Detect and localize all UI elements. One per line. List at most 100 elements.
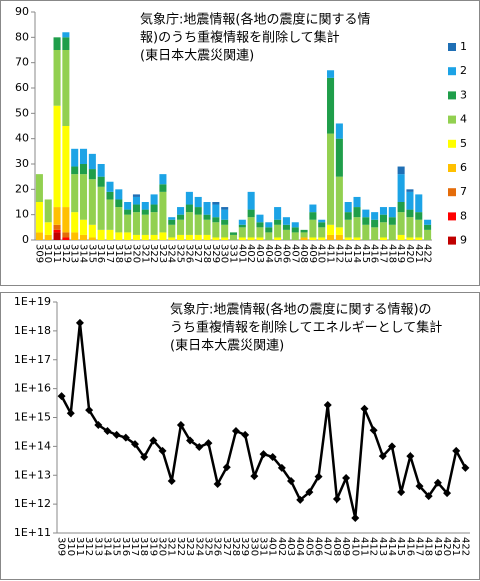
x-tick-label: 314: [101, 537, 112, 556]
bar-segment: [415, 219, 423, 238]
x-tick-label: 407: [322, 537, 333, 556]
bar-segment: [88, 179, 96, 225]
x-tick-label: 330: [248, 537, 259, 556]
x-tick-label: 313: [92, 537, 103, 556]
x-tick-label: 316: [120, 537, 131, 556]
legend-label: 2: [460, 64, 467, 77]
bar-segment: [203, 202, 211, 215]
marker: [131, 440, 140, 449]
bar-segment: [62, 32, 70, 38]
bar-segment: [371, 212, 379, 220]
bar-segment: [221, 209, 229, 220]
bar-segment: [406, 209, 414, 218]
bar-segment: [335, 138, 343, 177]
y-tick-label: 1E+11: [14, 526, 51, 539]
bar-segment: [132, 194, 140, 197]
bar-segment: [194, 207, 202, 215]
marker: [167, 477, 176, 486]
bar-segment: [282, 229, 290, 240]
bar-segment: [397, 234, 405, 240]
x-tick-label: 317: [104, 244, 115, 263]
legend-swatch: [448, 115, 456, 124]
bar-segment: [79, 148, 88, 164]
bar-segment: [79, 234, 88, 240]
marker: [213, 479, 222, 488]
x-tick-label: 418: [386, 244, 397, 263]
x-tick-label: 322: [148, 244, 159, 263]
marker: [378, 452, 387, 461]
x-tick-label: 416: [369, 244, 380, 263]
bar-segment: [44, 234, 52, 240]
bar-segment: [168, 237, 176, 240]
bar-segment: [318, 222, 326, 228]
bar-segment: [379, 207, 388, 215]
bar-segment: [62, 50, 70, 126]
bar-segment: [388, 207, 396, 218]
x-tick-label: 406: [280, 244, 291, 263]
bar-segment: [274, 219, 282, 225]
bar-segment: [388, 217, 396, 225]
marker: [387, 442, 396, 451]
marker: [452, 446, 461, 455]
bar-segment: [71, 212, 79, 233]
x-tick-label: 401: [236, 244, 247, 263]
bar-segment: [344, 237, 352, 240]
bar-segment: [35, 232, 43, 240]
bar-segment: [97, 176, 105, 187]
bar-segment: [132, 196, 140, 205]
x-tick-label: 405: [272, 244, 283, 263]
bar-segment: [194, 196, 202, 208]
bar-segment: [62, 232, 70, 238]
x-tick-label: 418: [423, 537, 434, 556]
bar-segment: [238, 219, 246, 225]
x-tick-label: 327: [192, 244, 203, 263]
bar-segment: [415, 237, 423, 240]
y-tick-label: 50: [15, 106, 29, 119]
x-tick-label: 404: [294, 537, 305, 556]
y-tick-label: 1E+12: [14, 497, 51, 510]
bar-segment: [97, 164, 105, 177]
bar-segment: [203, 214, 211, 220]
bar-segment: [238, 224, 246, 228]
x-tick-label: 311: [51, 244, 62, 263]
bar-segment: [397, 166, 405, 175]
bar-segment: [327, 224, 335, 235]
x-tick-label: 415: [360, 244, 371, 263]
bar-segment: [309, 212, 317, 220]
x-tick-label: 310: [65, 537, 76, 556]
x-tick-label: 315: [111, 537, 122, 556]
bar-segment: [115, 207, 123, 233]
x-tick-label: 407: [289, 244, 300, 263]
y-tick-label: 70: [15, 56, 29, 69]
marker: [314, 472, 323, 481]
marker: [204, 439, 213, 448]
bar-segment: [177, 207, 185, 215]
y-tick-label: 1E+18: [14, 324, 51, 337]
marker: [140, 452, 149, 461]
x-tick-label: 329: [210, 244, 221, 263]
bar-segment: [53, 207, 61, 225]
x-tick-label: 421: [413, 244, 424, 263]
x-tick-label: 413: [377, 537, 388, 556]
bar-segment: [256, 227, 264, 238]
x-tick-label: 422: [459, 537, 470, 556]
y-tick-label: 10: [15, 208, 29, 221]
chart-title: うち重複情報を削除してエネルギーとして集計: [170, 320, 442, 336]
y-tick-label: 60: [15, 81, 29, 94]
bar-segment: [291, 227, 299, 233]
x-tick-label: 319: [122, 244, 133, 263]
bar-segment: [265, 227, 273, 233]
x-tick-label: 411: [325, 244, 336, 263]
bar-segment: [300, 232, 308, 238]
bar-segment: [150, 194, 158, 205]
x-tick-label: 321: [139, 244, 150, 263]
bar-segment: [238, 237, 246, 240]
marker: [406, 452, 415, 461]
x-tick-label: 410: [349, 537, 360, 556]
y-tick-label: 0: [22, 233, 29, 246]
legend-swatch: [448, 139, 456, 148]
marker: [158, 446, 167, 455]
marker: [287, 477, 296, 486]
bar-segment: [291, 222, 299, 228]
